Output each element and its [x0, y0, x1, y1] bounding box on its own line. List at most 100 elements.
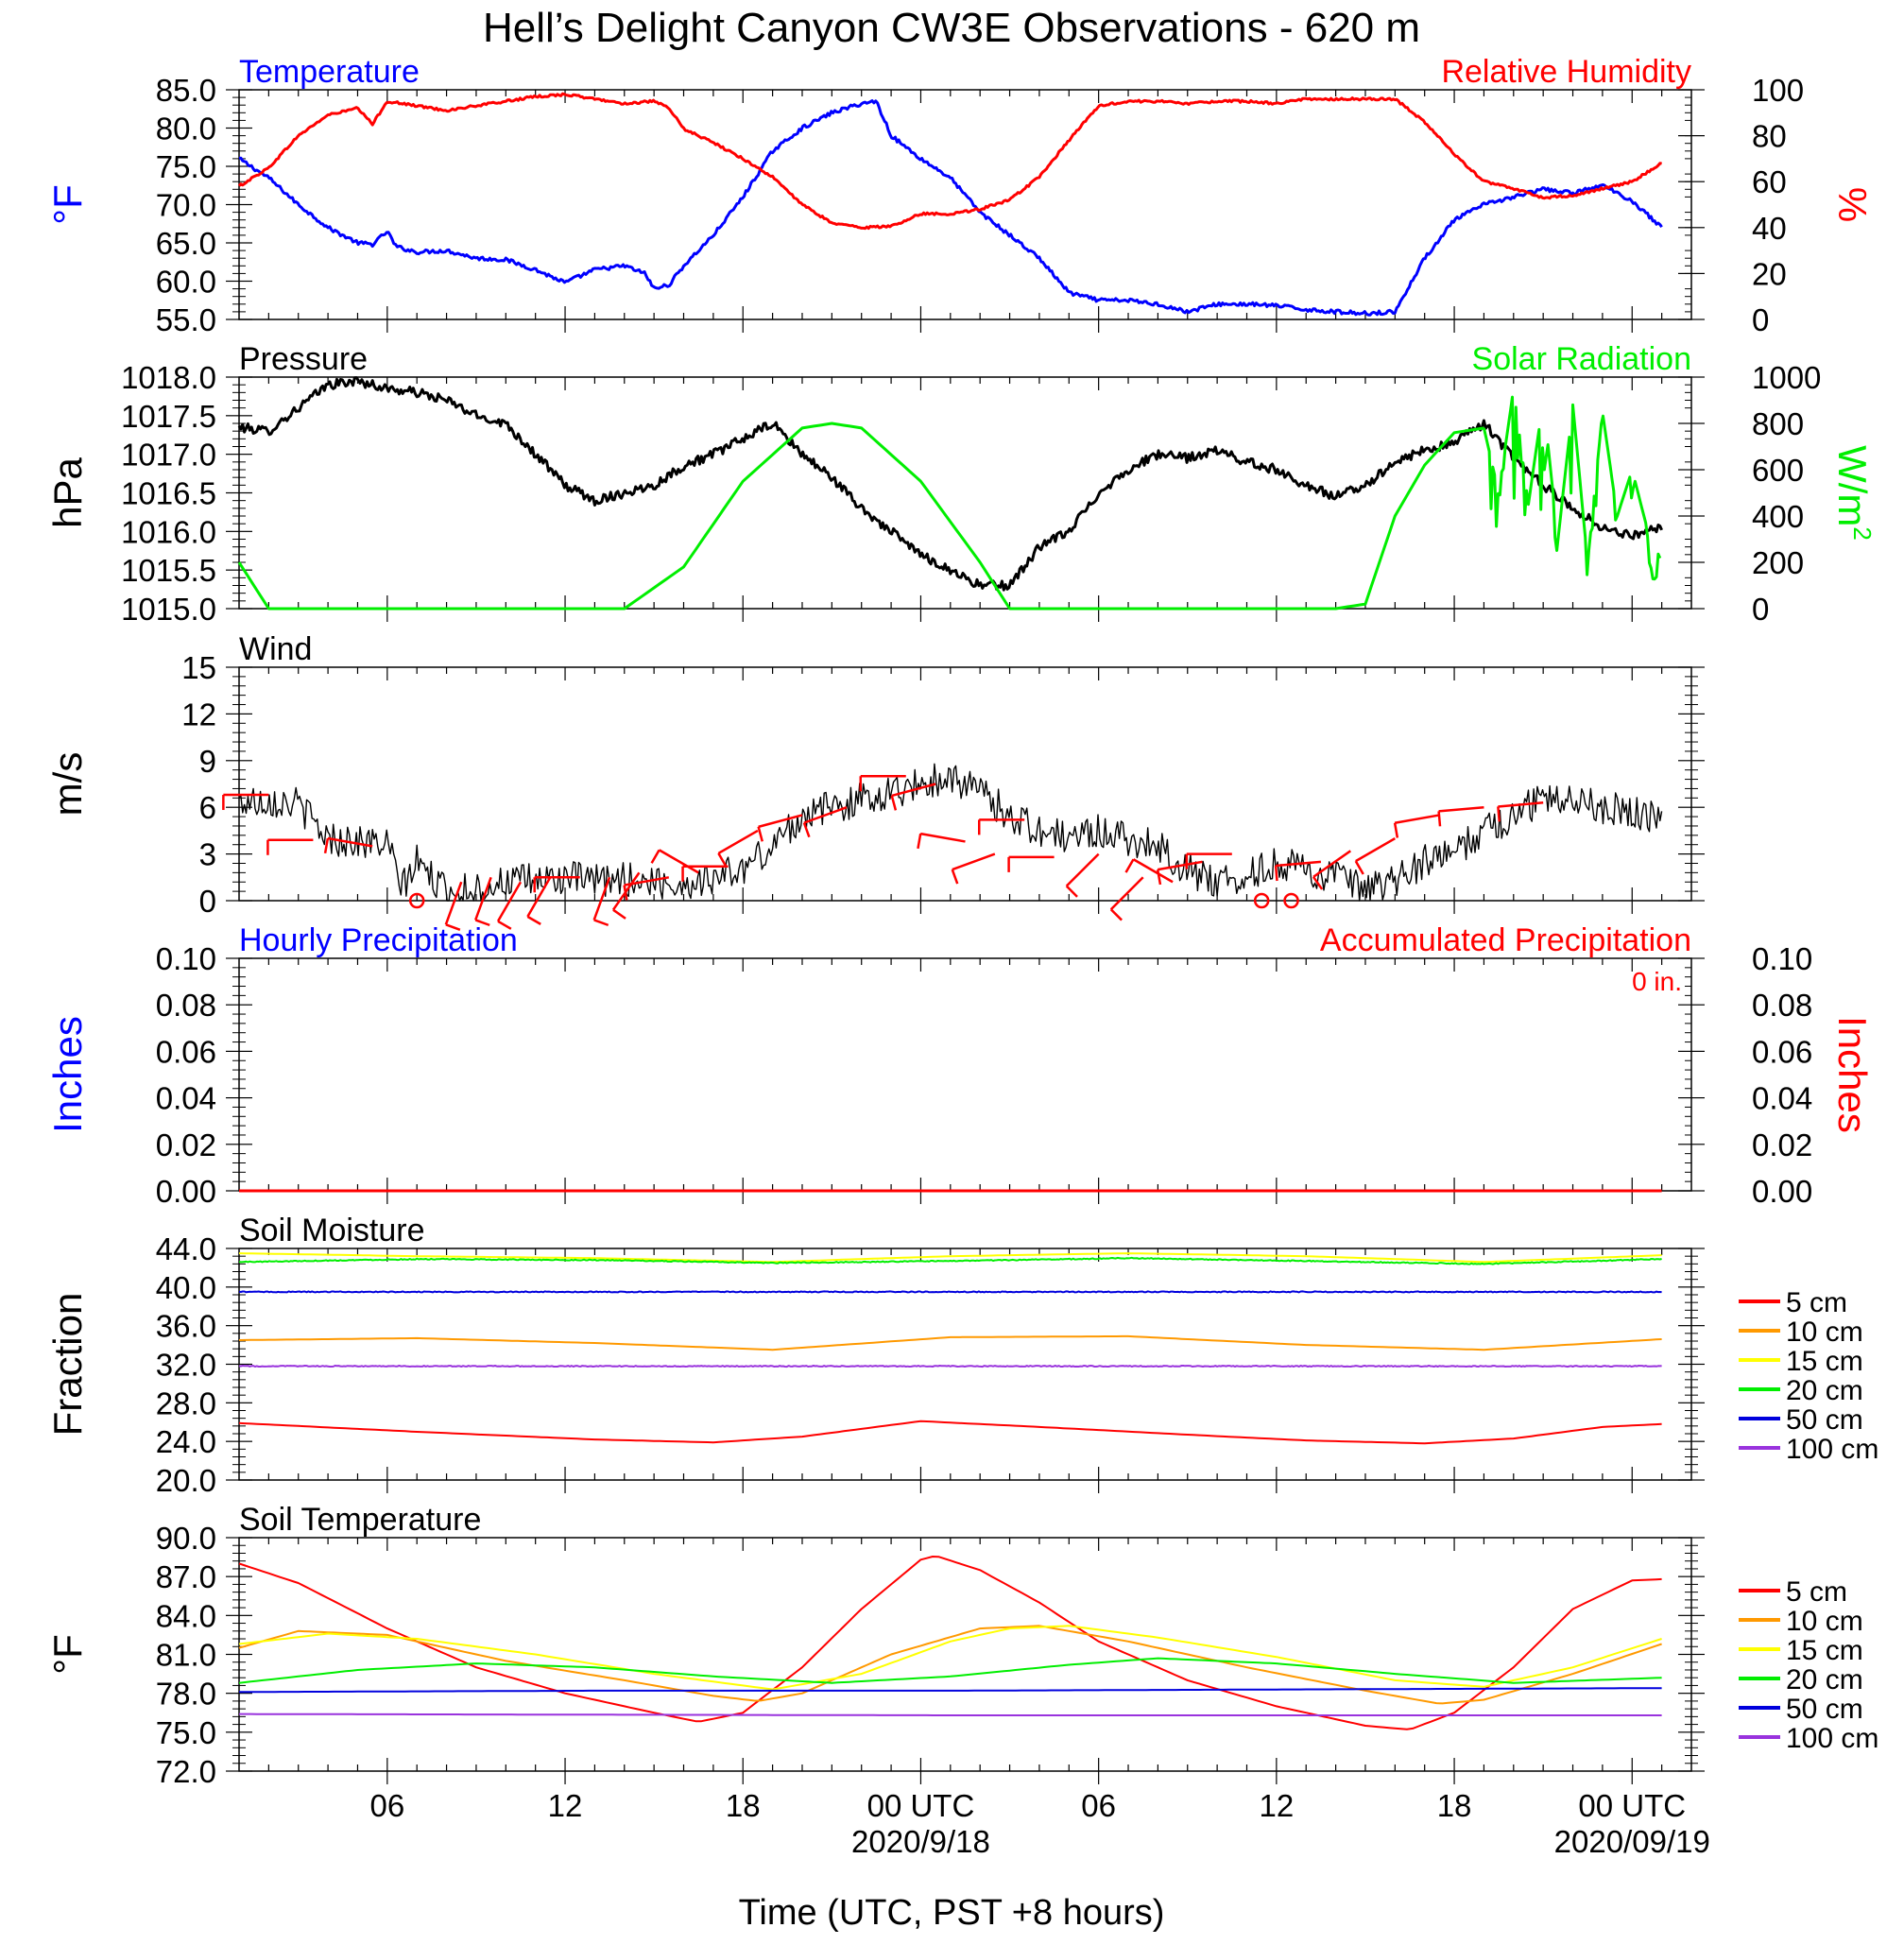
x-tick-label: 00 UTC	[867, 1788, 975, 1823]
x-tick-label: 18	[1437, 1788, 1472, 1823]
wind-barb-flag	[802, 822, 811, 838]
wind-barb	[1498, 801, 1544, 808]
y-tick-label: 75.0	[156, 1715, 216, 1750]
y-tick-label: 65.0	[156, 226, 216, 261]
legend-label: 100 cm	[1786, 1434, 1878, 1465]
wind-barb	[717, 829, 759, 854]
x-tick-label: 00 UTC	[1578, 1788, 1686, 1823]
wind-barb	[758, 814, 803, 829]
wind-barb	[474, 876, 492, 921]
panel-precip: 0.00 0.02 0.04 0.06 0.08 0.10 0.00 0.02 0.04 0.06…	[45, 922, 1875, 1209]
y-tick-label-right: 40	[1752, 211, 1787, 246]
y-tick-label-right: 80	[1752, 119, 1787, 154]
y-tick-label: 36.0	[156, 1309, 216, 1344]
panel-title-right: Solar Radiation	[1472, 341, 1691, 377]
wind-barb-calm	[408, 892, 425, 909]
wind-barb	[496, 881, 523, 922]
series-line-5cm	[238, 1556, 1662, 1730]
wind-barb	[1109, 876, 1144, 911]
series-line-solar	[237, 422, 1484, 611]
y-tick-label: 78.0	[156, 1677, 216, 1712]
wind-barb	[624, 876, 670, 886]
wind-barb-flag	[1109, 908, 1123, 921]
series-line-5cm	[238, 1420, 1662, 1445]
y-tick-label: 84.0	[156, 1598, 216, 1633]
panels-group: 55.060.065.070.075.080.085.0020406080100…	[45, 54, 1878, 1859]
legend-label: 100 cm	[1786, 1723, 1878, 1754]
panel-title-left: Pressure	[239, 341, 368, 377]
wind-barb	[444, 881, 463, 925]
wind-barb-flag	[623, 885, 628, 901]
wind-barb-flag	[1312, 876, 1324, 890]
wind-barb-flag	[757, 826, 763, 842]
series-line-10cm	[238, 1625, 1662, 1705]
y-axis-label-left: °F	[45, 184, 90, 224]
wind-barb-flag	[650, 849, 660, 864]
panel-title-left: Hourly Precipitation	[239, 922, 518, 958]
y-tick-label: 90.0	[156, 1521, 216, 1556]
panel-title-left: Wind	[239, 631, 312, 667]
legend-label: 5 cm	[1786, 1576, 1847, 1608]
wind-barb-calm	[1253, 892, 1270, 909]
legend-label: 50 cm	[1786, 1694, 1863, 1725]
series-line-pressure	[237, 376, 1663, 592]
y-tick-label: 6	[199, 790, 216, 825]
series-line-20cm	[238, 1657, 1662, 1684]
wind-barb	[1355, 837, 1396, 863]
y-tick-label: 1015.5	[121, 553, 216, 588]
legend-label: 10 cm	[1786, 1606, 1863, 1637]
wind-barb	[1132, 858, 1174, 884]
wind-barb-flag	[323, 837, 330, 854]
wind-barb	[1312, 850, 1351, 878]
wind-barb-flag	[1497, 806, 1501, 822]
y-tick-label: 60.0	[156, 265, 216, 300]
legend-label: 10 cm	[1786, 1317, 1863, 1348]
y-axis-label-left: Fraction	[45, 1293, 90, 1437]
wind-barb-flag	[1437, 811, 1442, 827]
wind-barb	[1065, 852, 1100, 887]
y-tick-label: 0.10	[156, 941, 216, 976]
y-tick-label: 1016.0	[121, 514, 216, 549]
legend-label: 15 cm	[1786, 1346, 1863, 1377]
wind-barb	[1275, 860, 1322, 868]
y-tick-label: 40.0	[156, 1270, 216, 1305]
wind-barb-flag	[1065, 885, 1078, 898]
wind-barb-flag	[1156, 869, 1162, 886]
legend-label: 50 cm	[1786, 1404, 1863, 1436]
y-tick-label-right: 600	[1752, 453, 1804, 488]
x-date-label: 2020/9/18	[851, 1824, 990, 1859]
y-tick-label-right: 0	[1752, 302, 1769, 337]
y-tick-label: 32.0	[156, 1348, 216, 1383]
panel-title-right: Relative Humidity	[1441, 54, 1691, 90]
y-tick-label-right: 800	[1752, 406, 1804, 441]
y-tick-label: 0.06	[156, 1034, 216, 1069]
y-tick-label-right: 0.06	[1752, 1034, 1812, 1069]
legend-label: 20 cm	[1786, 1375, 1863, 1406]
y-tick-label: 87.0	[156, 1559, 216, 1594]
wind-barb	[592, 876, 611, 921]
legend-label: 15 cm	[1786, 1635, 1863, 1666]
panel-soilm: 20.0 24.0 28.032.0 36.0 40.0 44.0 Soil Moistur…	[45, 1213, 1878, 1498]
wind-barb	[1394, 814, 1440, 824]
wind-barb-flag	[1354, 860, 1364, 875]
series-line-100cm	[238, 1365, 1662, 1368]
y-tick-label: 0.04	[156, 1081, 216, 1116]
y-tick-label: 1016.5	[121, 476, 216, 511]
panel-wind: 0 3 6 9 12 15 Wind m/s	[45, 631, 1705, 931]
x-tick-label: 06	[369, 1788, 404, 1823]
y-tick-label-right: 200	[1752, 545, 1804, 580]
y-axis-label-superscript: 2	[1848, 526, 1877, 540]
series-line-humidity	[237, 92, 1663, 231]
y-tick-label-right: 0.10	[1752, 941, 1812, 976]
wind-barb-flag	[593, 919, 609, 927]
y-axis-label-left: hPa	[45, 456, 90, 527]
y-axis-label-left: Inches	[45, 1016, 90, 1133]
y-tick-label-right: 100	[1752, 73, 1804, 108]
y-axis-label-left: °F	[45, 1634, 90, 1674]
wind-barb-flag	[917, 833, 922, 850]
wind-barb-flag	[951, 869, 959, 885]
wind-barb-calm	[1283, 892, 1299, 909]
legend-label: 5 cm	[1786, 1287, 1847, 1318]
